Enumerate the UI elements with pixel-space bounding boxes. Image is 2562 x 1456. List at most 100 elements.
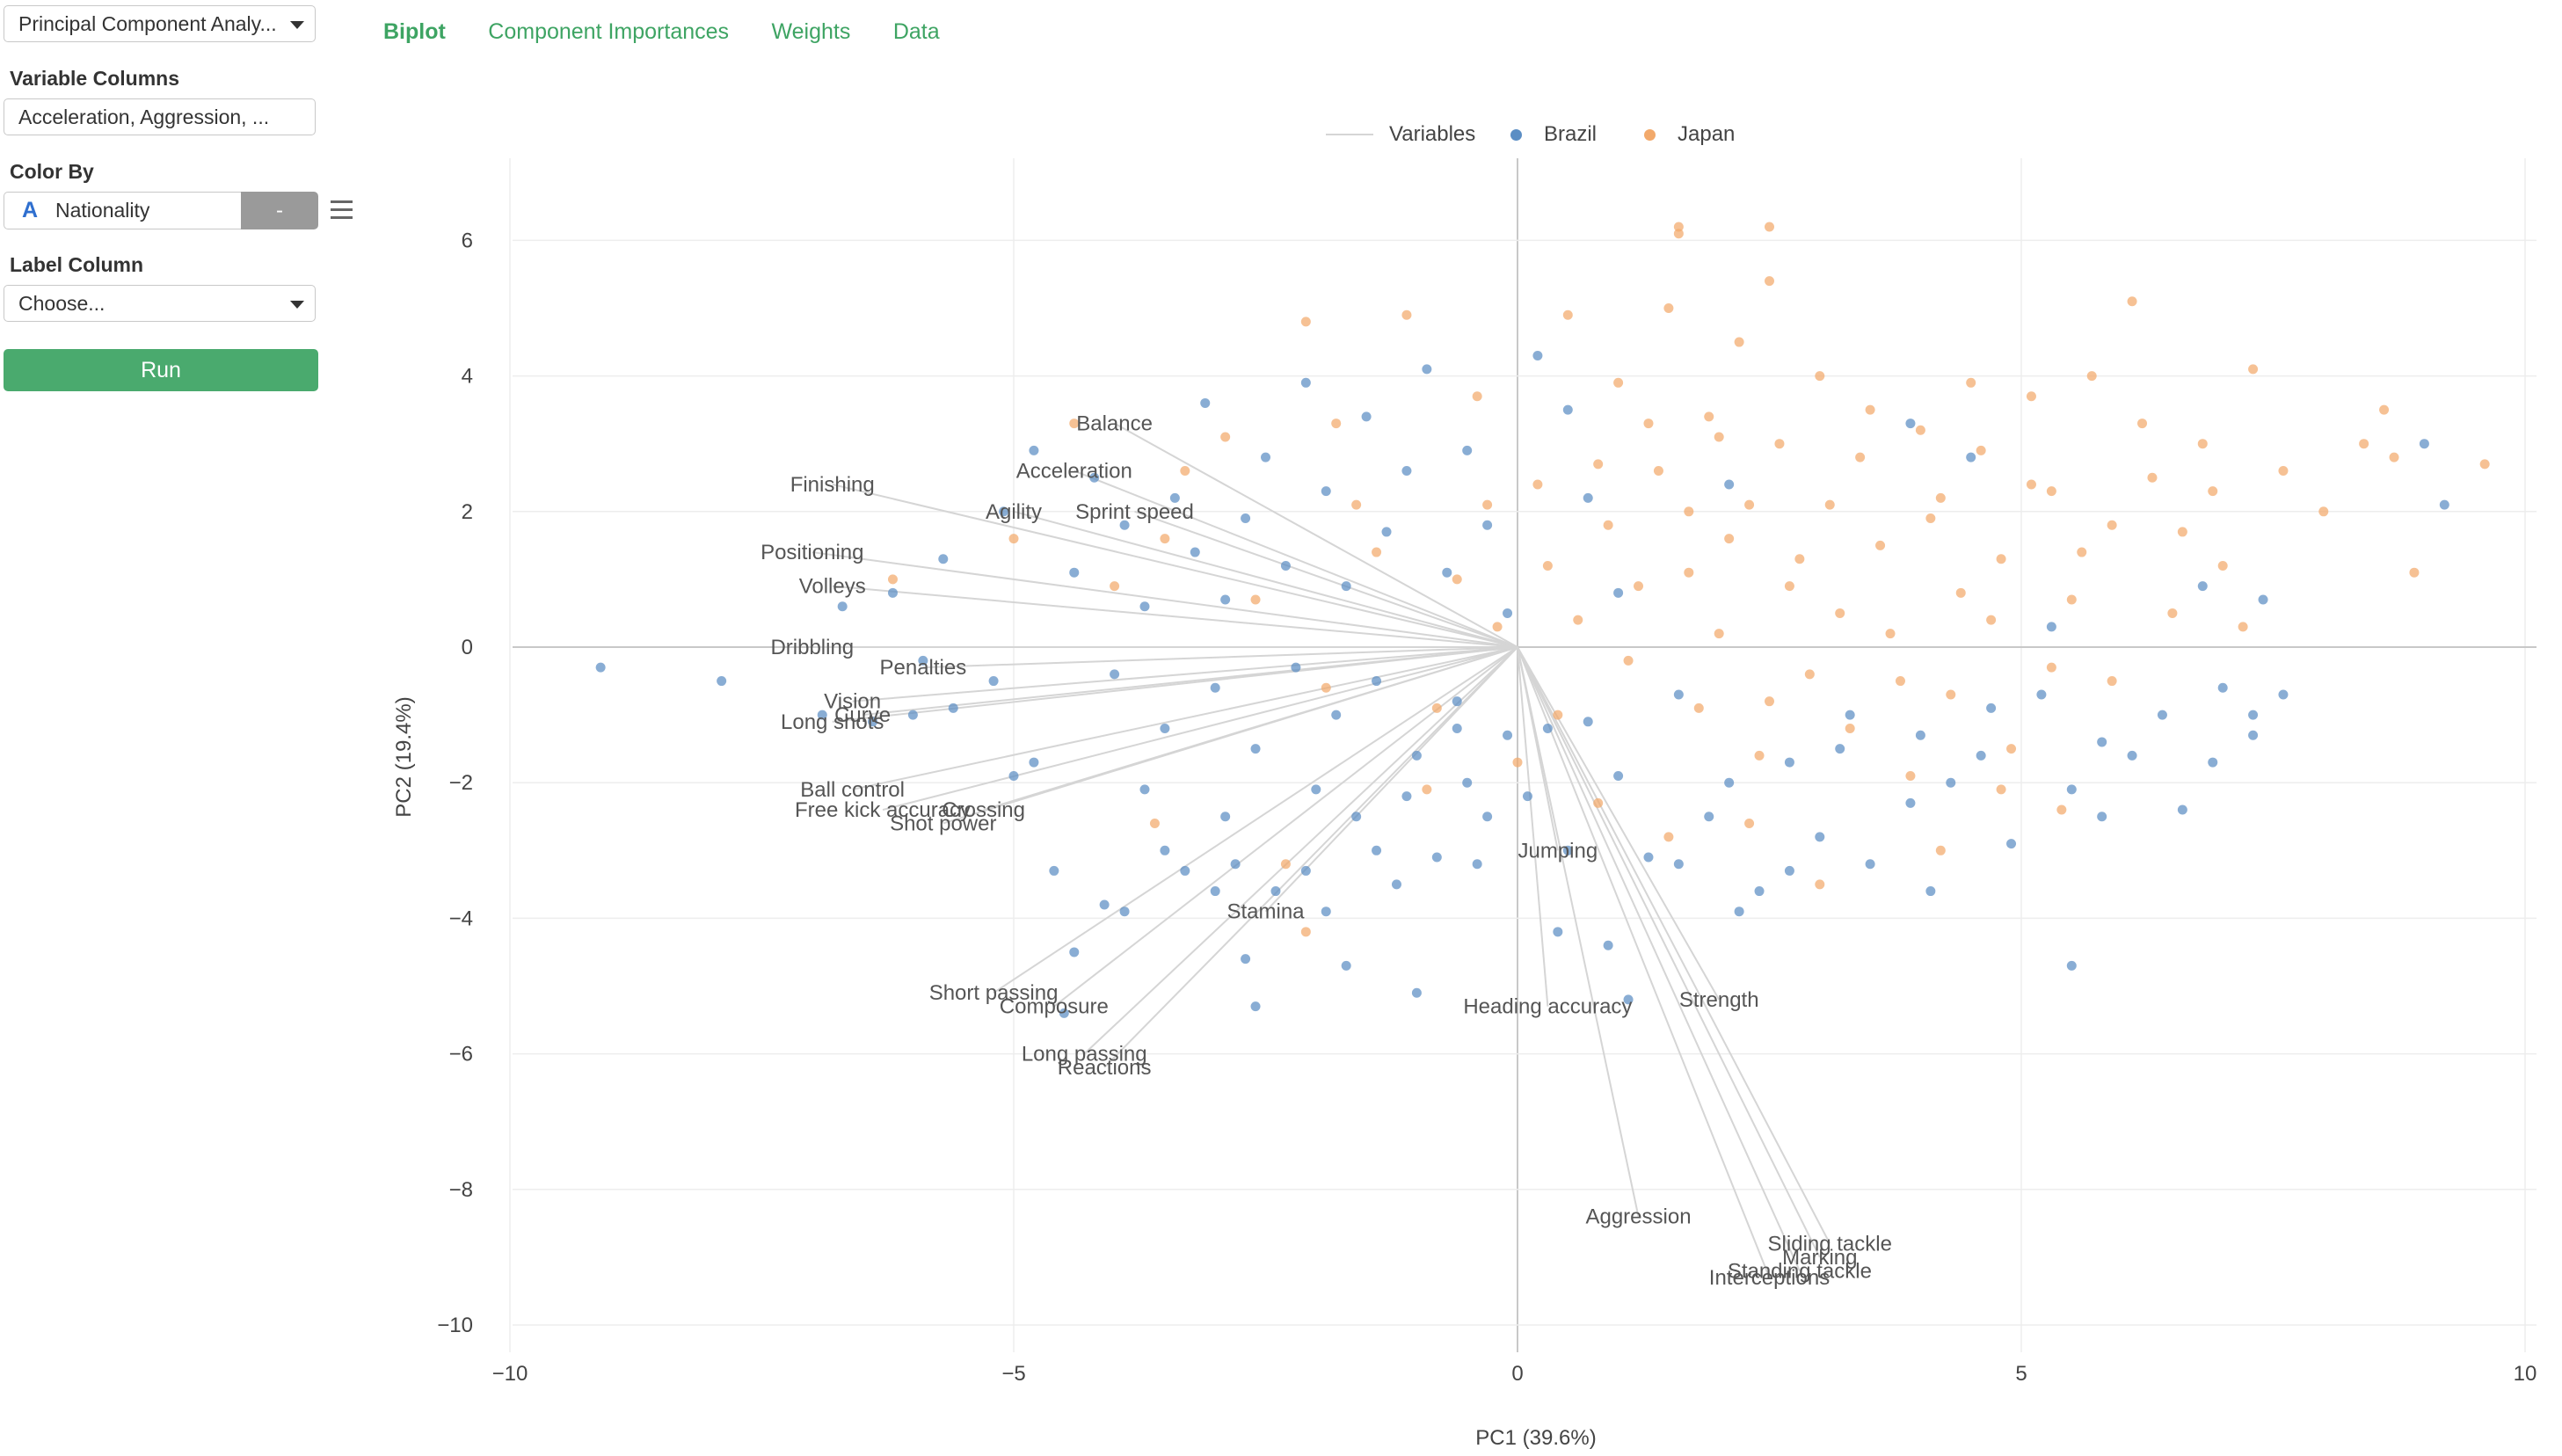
data-point[interactable] [1704, 411, 1714, 422]
data-point[interactable] [1351, 499, 1362, 510]
data-point[interactable] [1008, 770, 1019, 781]
data-point[interactable] [1280, 560, 1291, 571]
data-point[interactable] [1300, 317, 1311, 327]
color-by-select[interactable]: A Nationality [4, 192, 241, 229]
data-point[interactable] [1765, 222, 1774, 232]
data-point[interactable] [1482, 499, 1493, 510]
data-point[interactable] [1603, 940, 1613, 950]
data-point[interactable] [1422, 784, 1432, 795]
data-point[interactable] [1542, 560, 1553, 571]
data-point[interactable] [1391, 879, 1401, 890]
data-point[interactable] [1946, 689, 1956, 700]
data-point[interactable] [2318, 506, 2329, 517]
data-point[interactable] [1311, 784, 1321, 795]
data-point[interactable] [1553, 927, 1563, 937]
data-point[interactable] [1300, 865, 1311, 876]
data-point[interactable] [2409, 567, 2420, 578]
data-point[interactable] [1765, 276, 1774, 287]
data-point[interactable] [1241, 513, 1251, 524]
data-point[interactable] [1270, 886, 1281, 897]
data-point[interactable] [1714, 629, 1724, 639]
data-point[interactable] [2419, 439, 2429, 449]
data-point[interactable] [1663, 303, 1674, 313]
data-point[interactable] [2197, 439, 2208, 449]
data-point[interactable] [1331, 710, 1342, 720]
data-point[interactable] [2006, 839, 2017, 849]
data-point[interactable] [1431, 852, 1442, 863]
data-point[interactable] [2056, 804, 2067, 815]
data-point[interactable] [1291, 662, 1301, 673]
data-point[interactable] [2046, 662, 2056, 673]
data-point[interactable] [1734, 906, 1744, 917]
data-point[interactable] [1331, 419, 1342, 429]
data-point[interactable] [1381, 527, 1392, 537]
data-point[interactable] [2217, 560, 2228, 571]
data-point[interactable] [1815, 879, 1825, 890]
data-point[interactable] [1845, 724, 1855, 734]
data-point[interactable] [1744, 499, 1755, 510]
data-point[interactable] [2258, 594, 2268, 605]
tab-weights[interactable]: Weights [771, 19, 851, 44]
data-point[interactable] [1593, 459, 1604, 470]
data-point[interactable] [1401, 466, 1412, 477]
data-point[interactable] [1784, 581, 1794, 592]
data-point[interactable] [2086, 371, 2097, 382]
data-point[interactable] [1160, 724, 1170, 734]
data-point[interactable] [999, 506, 1009, 517]
analytics-type-select[interactable]: Principal Component Analy... [4, 5, 316, 42]
data-point[interactable] [595, 662, 606, 673]
data-point[interactable] [1220, 594, 1231, 605]
data-point[interactable] [1029, 757, 1039, 768]
data-point[interactable] [1069, 567, 1080, 578]
data-point[interactable] [1643, 852, 1654, 863]
data-point[interactable] [918, 655, 928, 666]
data-point[interactable] [1724, 777, 1735, 788]
data-point[interactable] [2046, 486, 2056, 497]
data-point[interactable] [1603, 520, 1613, 530]
data-point[interactable] [1905, 419, 1916, 429]
data-point[interactable] [1643, 419, 1654, 429]
data-point[interactable] [1835, 608, 1845, 618]
data-point[interactable] [1613, 377, 1624, 388]
data-point[interactable] [1452, 696, 1462, 707]
data-point[interactable] [2217, 682, 2228, 693]
data-point[interactable] [2157, 710, 2167, 720]
data-point[interactable] [2026, 391, 2036, 402]
data-point[interactable] [1794, 554, 1805, 564]
data-point[interactable] [1704, 812, 1714, 822]
run-button[interactable]: Run [4, 349, 318, 391]
data-point[interactable] [887, 574, 898, 585]
data-point[interactable] [907, 710, 918, 720]
data-point[interactable] [2379, 404, 2390, 415]
data-point[interactable] [1049, 865, 1059, 876]
data-point[interactable] [1059, 1008, 1069, 1018]
data-point[interactable] [1351, 812, 1362, 822]
data-point[interactable] [1372, 845, 1382, 855]
data-point[interactable] [1925, 886, 1936, 897]
data-point[interactable] [1673, 229, 1684, 239]
tab-data[interactable]: Data [892, 19, 940, 44]
data-point[interactable] [2127, 296, 2137, 307]
data-point[interactable] [1321, 486, 1331, 497]
hamburger-menu-icon[interactable] [331, 200, 353, 220]
data-point[interactable] [1915, 730, 1925, 740]
color-by-clear-button[interactable]: - [241, 192, 318, 229]
data-point[interactable] [2197, 581, 2208, 592]
data-point[interactable] [1684, 567, 1694, 578]
data-point[interactable] [1774, 439, 1785, 449]
data-point[interactable] [2167, 608, 2178, 618]
data-point[interactable] [2066, 594, 2077, 605]
data-point[interactable] [1482, 812, 1493, 822]
data-point[interactable] [1744, 818, 1755, 828]
data-point[interactable] [1865, 404, 1875, 415]
data-point[interactable] [1553, 710, 1563, 720]
data-point[interactable] [1693, 703, 1704, 713]
data-point[interactable] [1673, 859, 1684, 870]
data-point[interactable] [2036, 689, 2047, 700]
data-point[interactable] [1845, 710, 1855, 720]
data-point[interactable] [1915, 425, 1925, 435]
data-point[interactable] [1372, 676, 1382, 687]
data-point[interactable] [1431, 703, 1442, 713]
data-point[interactable] [2278, 689, 2289, 700]
data-point[interactable] [1765, 696, 1774, 707]
